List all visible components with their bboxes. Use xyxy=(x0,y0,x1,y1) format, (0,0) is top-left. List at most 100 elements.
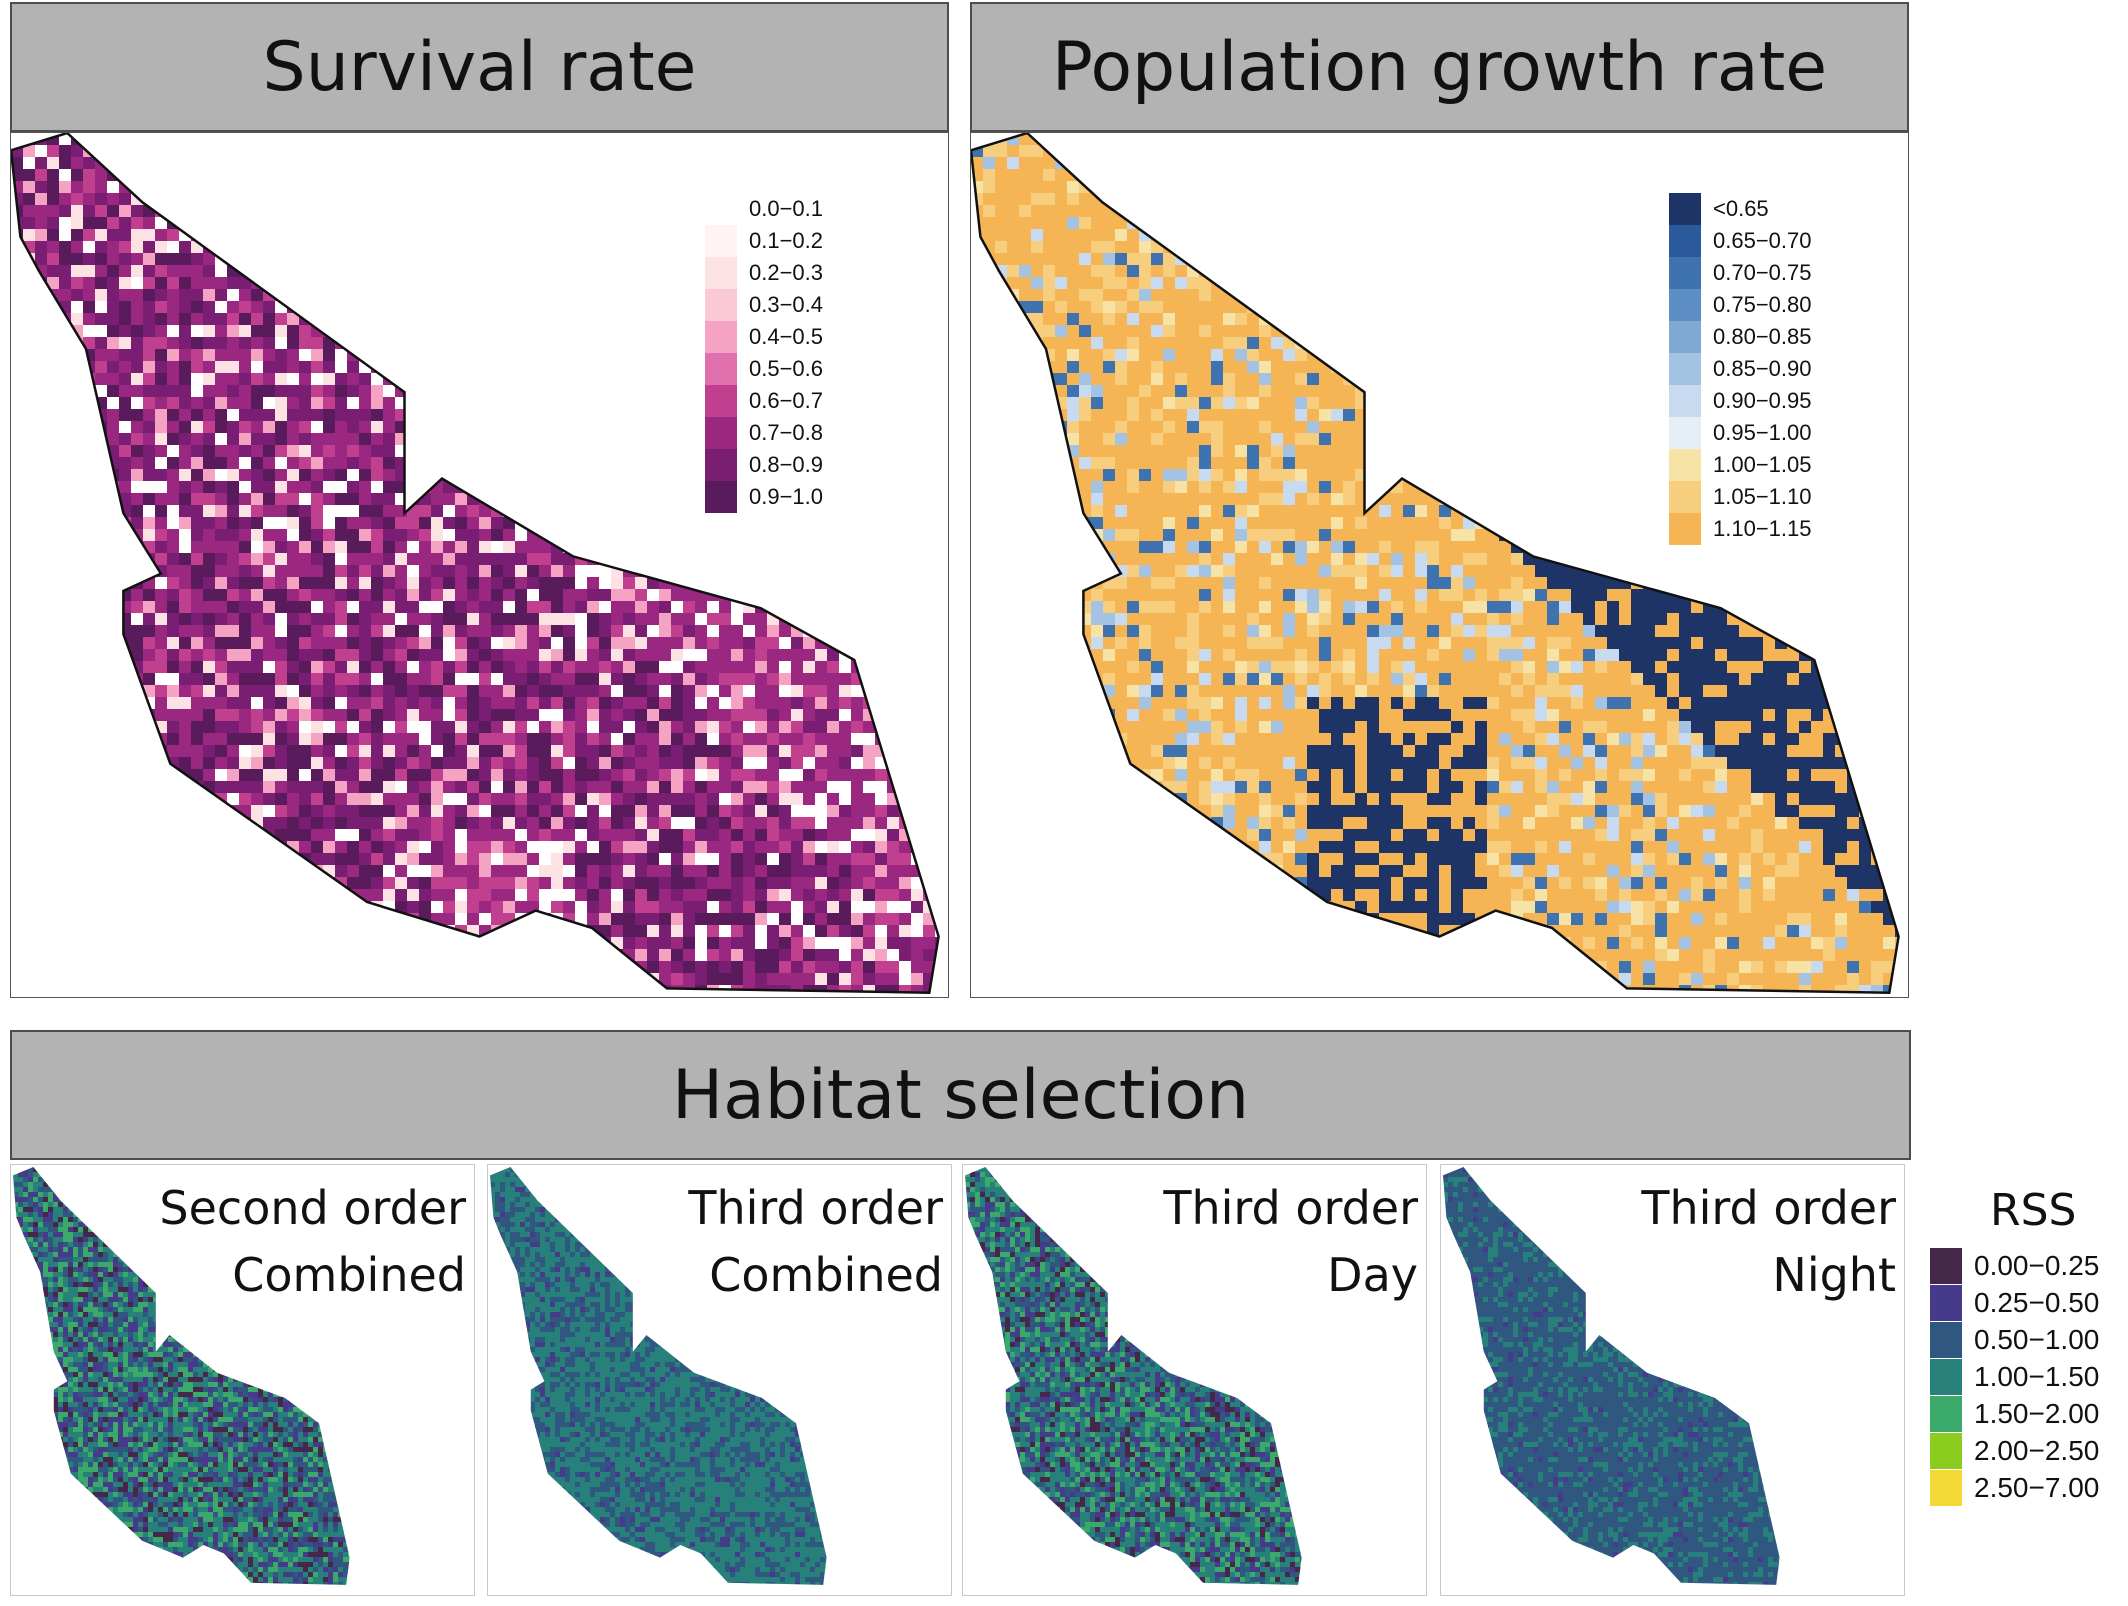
raster-cell xyxy=(215,757,228,770)
raster-cell xyxy=(839,361,852,374)
raster-cell xyxy=(851,457,864,470)
raster-cell xyxy=(143,433,156,446)
raster-cell xyxy=(527,349,540,362)
raster-cell xyxy=(275,673,288,686)
raster-cell xyxy=(263,673,276,686)
raster-cell xyxy=(731,661,744,674)
raster-cell xyxy=(359,505,372,518)
raster-cell xyxy=(371,781,384,794)
raster-cell xyxy=(275,253,288,266)
raster-cell xyxy=(947,493,948,506)
raster-cell xyxy=(767,553,780,566)
raster-cell xyxy=(263,373,276,386)
raster-cell xyxy=(311,205,324,218)
raster-cell xyxy=(191,385,204,398)
raster-cell xyxy=(299,541,312,554)
raster-cell xyxy=(47,409,60,422)
raster-cell xyxy=(383,529,396,542)
raster-cell xyxy=(227,877,240,890)
raster-cell xyxy=(887,865,900,878)
raster-cell xyxy=(47,613,60,626)
raster-cell xyxy=(119,661,132,674)
raster-cell xyxy=(419,373,432,386)
raster-cell xyxy=(263,697,276,710)
raster-cell xyxy=(83,649,96,662)
raster-cell xyxy=(323,133,336,146)
raster-cell xyxy=(647,205,660,218)
raster-cell xyxy=(923,325,936,338)
raster-cell xyxy=(335,361,348,374)
raster-cell xyxy=(23,169,36,182)
raster-cell xyxy=(479,181,492,194)
raster-cell xyxy=(779,157,792,170)
raster-cell xyxy=(719,133,732,146)
raster-cell xyxy=(887,445,900,458)
raster-cell xyxy=(299,637,312,650)
raster-cell xyxy=(287,145,300,158)
raster-cell xyxy=(923,625,936,638)
raster-cell xyxy=(371,817,384,830)
raster-cell xyxy=(599,757,612,770)
raster-cell xyxy=(551,493,564,506)
raster-cell xyxy=(299,325,312,338)
raster-cell xyxy=(731,625,744,638)
raster-cell xyxy=(863,817,876,830)
raster-cell xyxy=(899,397,912,410)
raster-cell xyxy=(263,517,276,530)
raster-cell xyxy=(659,301,672,314)
raster-cell xyxy=(71,661,84,674)
raster-cell xyxy=(539,373,552,386)
raster-cell xyxy=(479,481,492,494)
raster-cell xyxy=(611,313,624,326)
raster-cell xyxy=(659,625,672,638)
raster-cell xyxy=(599,289,612,302)
raster-cell xyxy=(599,565,612,578)
raster-cell xyxy=(215,517,228,530)
raster-cell xyxy=(23,493,36,506)
raster-cell xyxy=(167,709,180,722)
raster-cell xyxy=(95,181,108,194)
raster-cell xyxy=(491,337,504,350)
raster-cell xyxy=(695,541,708,554)
raster-cell xyxy=(323,673,336,686)
raster-cell xyxy=(239,829,252,842)
raster-cell xyxy=(887,685,900,698)
raster-cell xyxy=(551,853,564,866)
raster-cell xyxy=(851,145,864,158)
raster-cell xyxy=(263,529,276,542)
raster-cell xyxy=(539,841,552,854)
raster-cell xyxy=(947,661,948,674)
raster-cell xyxy=(215,697,228,710)
raster-cell xyxy=(179,553,192,566)
raster-cell xyxy=(455,685,468,698)
raster-cell xyxy=(263,385,276,398)
raster-cell xyxy=(227,361,240,374)
raster-cell xyxy=(671,517,684,530)
raster-cell xyxy=(203,301,216,314)
raster-cell xyxy=(395,337,408,350)
raster-cell xyxy=(647,277,660,290)
raster-cell xyxy=(227,793,240,806)
raster-cell xyxy=(779,781,792,794)
raster-cell xyxy=(671,793,684,806)
raster-cell xyxy=(647,733,660,746)
raster-cell xyxy=(239,181,252,194)
raster-cell xyxy=(551,157,564,170)
raster-cell xyxy=(263,817,276,830)
raster-cell xyxy=(95,349,108,362)
raster-cell xyxy=(863,193,876,206)
raster-cell xyxy=(671,169,684,182)
raster-cell xyxy=(347,745,360,758)
raster-cell xyxy=(167,493,180,506)
raster-cell xyxy=(491,817,504,830)
raster-cell xyxy=(779,145,792,158)
raster-cell xyxy=(263,469,276,482)
raster-cell xyxy=(887,457,900,470)
raster-cell xyxy=(395,721,408,734)
raster-cell xyxy=(11,277,24,290)
raster-cell xyxy=(371,505,384,518)
raster-cell xyxy=(215,361,228,374)
raster-cell xyxy=(227,445,240,458)
raster-cell xyxy=(623,577,636,590)
raster-cell xyxy=(671,817,684,830)
